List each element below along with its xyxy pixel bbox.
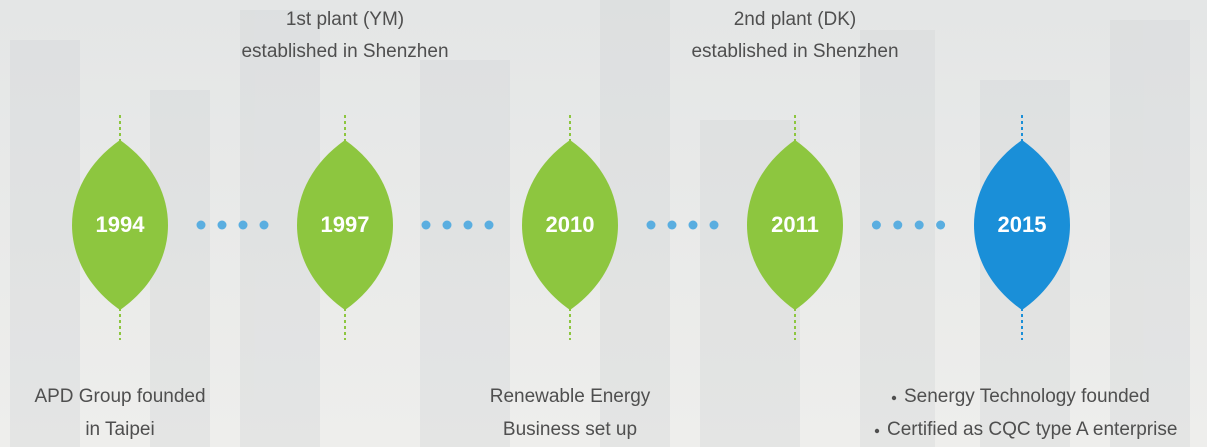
- connector-dot: [464, 221, 473, 230]
- event-label: Senergy Technology founded: [904, 386, 1150, 407]
- bullet: [892, 396, 896, 400]
- year-label: 2015: [998, 212, 1047, 237]
- connector-dot: [485, 221, 494, 230]
- connector-dot: [218, 221, 227, 230]
- timeline-diagram: 1994 APD Group founded in Taipei 1997 1st pl…: [0, 0, 1207, 447]
- connector-dot: [260, 221, 269, 230]
- connector-dot: [893, 221, 902, 230]
- connector-dot: [443, 221, 452, 230]
- connector-dot: [197, 221, 206, 230]
- connector-dot: [936, 221, 945, 230]
- connector-dot: [668, 221, 677, 230]
- connector-dot: [689, 221, 698, 230]
- connector-dot: [422, 221, 431, 230]
- connector-dot: [915, 221, 924, 230]
- event-label: established in Shenzhen: [691, 41, 898, 62]
- event-label: Renewable Energy: [490, 386, 651, 407]
- connector-dot: [872, 221, 881, 230]
- event-label: 1st plant (YM): [286, 9, 404, 30]
- connector-dot: [710, 221, 719, 230]
- year-label: 1997: [321, 212, 370, 237]
- year-label: 1994: [96, 212, 146, 237]
- event-label: Business set up: [503, 419, 637, 440]
- connector-dot: [239, 221, 248, 230]
- event-label: in Taipei: [85, 419, 154, 440]
- event-label: Certified as CQC type A enterprise: [887, 419, 1177, 440]
- event-label: established in Shenzhen: [241, 41, 448, 62]
- bullet: [875, 429, 879, 433]
- event-label: APD Group founded: [34, 386, 205, 407]
- year-label: 2010: [546, 212, 595, 237]
- year-label: 2011: [771, 212, 819, 237]
- connector-dot: [647, 221, 656, 230]
- event-label: 2nd plant (DK): [734, 9, 857, 30]
